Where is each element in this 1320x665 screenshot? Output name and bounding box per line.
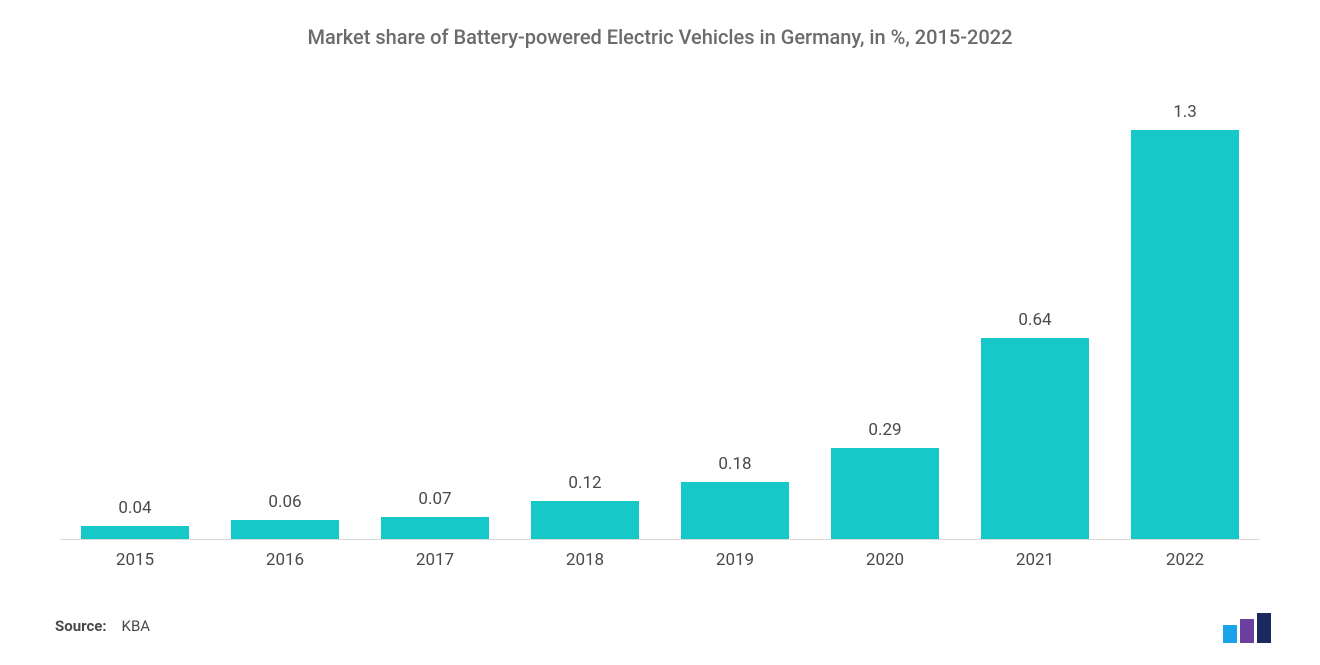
x-axis-label: 2016 — [210, 550, 360, 570]
source-value: KBA — [122, 617, 151, 635]
chart-title: Market share of Battery-powered Electric… — [40, 25, 1280, 49]
bar-value-label: 1.3 — [1173, 102, 1197, 122]
source-attribution: Source: KBA — [55, 617, 150, 635]
x-axis-label: 2021 — [960, 550, 1110, 570]
bar-value-label: 0.64 — [1018, 310, 1051, 330]
x-axis-label: 2020 — [810, 550, 960, 570]
bar — [381, 517, 489, 539]
source-label: Source: — [55, 617, 107, 635]
bar-group: 0.64 — [960, 59, 1110, 539]
bar — [831, 448, 939, 539]
x-axis-label: 2018 — [510, 550, 660, 570]
bar — [231, 520, 339, 539]
x-axis-labels: 20152016201720182019202020212022 — [40, 540, 1280, 570]
x-axis-label: 2022 — [1110, 550, 1260, 570]
bar — [681, 482, 789, 539]
bar-group: 0.06 — [210, 59, 360, 539]
bar-group: 0.07 — [360, 59, 510, 539]
chart-container: Market share of Battery-powered Electric… — [0, 0, 1320, 665]
brand-logo — [1223, 613, 1275, 643]
bar-group: 1.3 — [1110, 59, 1260, 539]
bar-group: 0.29 — [810, 59, 960, 539]
plot-area: 0.04 0.06 0.07 0.12 0.18 0.29 0.64 1.3 — [40, 59, 1280, 539]
bar-group: 0.04 — [60, 59, 210, 539]
bar-value-label: 0.04 — [118, 498, 151, 518]
bar-value-label: 0.07 — [418, 489, 451, 509]
bar-value-label: 0.12 — [568, 473, 601, 493]
bar — [81, 526, 189, 539]
bar — [1131, 130, 1239, 539]
bar-group: 0.12 — [510, 59, 660, 539]
bar — [981, 338, 1089, 539]
bar — [531, 501, 639, 539]
x-axis-label: 2019 — [660, 550, 810, 570]
x-axis-label: 2017 — [360, 550, 510, 570]
bar-group: 0.18 — [660, 59, 810, 539]
x-axis-label: 2015 — [60, 550, 210, 570]
bar-value-label: 0.29 — [868, 420, 901, 440]
bar-value-label: 0.18 — [718, 454, 751, 474]
bar-value-label: 0.06 — [268, 492, 301, 512]
